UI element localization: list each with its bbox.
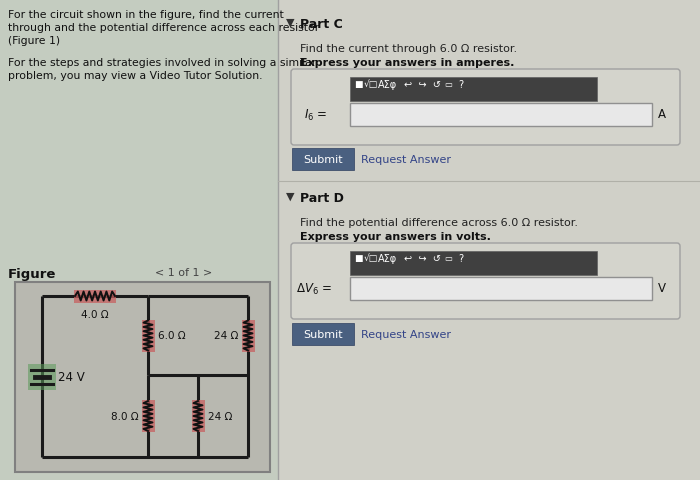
- Text: Express your answers in volts.: Express your answers in volts.: [300, 231, 491, 241]
- Text: 6.0 Ω: 6.0 Ω: [158, 331, 185, 341]
- Text: Submit: Submit: [303, 155, 343, 165]
- Text: ▭: ▭: [444, 253, 452, 263]
- Text: 24 V: 24 V: [58, 370, 85, 383]
- Text: For the steps and strategies involved in solving a similar: For the steps and strategies involved in…: [8, 58, 316, 68]
- Bar: [241, 320, 255, 352]
- Bar: [141, 400, 155, 432]
- Bar: [0, 0, 278, 480]
- Text: ?: ?: [458, 253, 463, 264]
- Text: Submit: Submit: [303, 329, 343, 339]
- Bar: [278, 0, 700, 480]
- Text: Express your answers in amperes.: Express your answers in amperes.: [300, 58, 514, 68]
- FancyBboxPatch shape: [350, 277, 652, 300]
- Bar: [141, 320, 155, 352]
- Text: Find the current through 6.0 Ω resistor.: Find the current through 6.0 Ω resistor.: [300, 44, 517, 54]
- Text: For the circuit shown in the figure, find the current: For the circuit shown in the figure, fin…: [8, 10, 284, 20]
- Text: AΣφ: AΣφ: [378, 80, 398, 90]
- Text: Request Answer: Request Answer: [361, 329, 451, 339]
- Text: ?: ?: [458, 80, 463, 90]
- Text: ▼: ▼: [286, 192, 295, 202]
- FancyBboxPatch shape: [292, 324, 354, 345]
- Bar: [15, 282, 270, 472]
- Text: Figure: Figure: [8, 267, 57, 280]
- FancyBboxPatch shape: [291, 70, 680, 146]
- Text: ■: ■: [354, 80, 363, 89]
- FancyBboxPatch shape: [350, 78, 597, 102]
- Text: V: V: [658, 282, 666, 295]
- Text: Part C: Part C: [300, 18, 343, 31]
- Text: ▭: ▭: [444, 80, 452, 89]
- Text: $\Delta V_6$ =: $\Delta V_6$ =: [296, 281, 332, 296]
- Bar: [28, 364, 56, 390]
- Text: Request Answer: Request Answer: [361, 155, 451, 165]
- Text: A: A: [658, 108, 666, 121]
- Text: AΣφ: AΣφ: [378, 253, 398, 264]
- Text: 8.0 Ω: 8.0 Ω: [111, 411, 139, 421]
- Text: (Figure 1): (Figure 1): [8, 36, 60, 46]
- FancyBboxPatch shape: [350, 252, 597, 276]
- Text: 4.0 Ω: 4.0 Ω: [81, 310, 108, 320]
- Text: √□: √□: [364, 80, 378, 89]
- Text: Part D: Part D: [300, 192, 344, 204]
- Text: 24 Ω: 24 Ω: [207, 411, 232, 421]
- Text: ■: ■: [354, 253, 363, 263]
- Text: through and the potential difference across each resistor: through and the potential difference acr…: [8, 23, 319, 33]
- Text: Find the potential difference across 6.0 Ω resistor.: Find the potential difference across 6.0…: [300, 217, 578, 228]
- Bar: [192, 400, 204, 432]
- Text: $I_6$ =: $I_6$ =: [304, 107, 328, 122]
- FancyBboxPatch shape: [350, 104, 652, 127]
- Text: problem, you may view a Video Tutor Solution.: problem, you may view a Video Tutor Solu…: [8, 71, 262, 81]
- Text: √□: √□: [364, 253, 378, 263]
- Text: < 1 of 1 >: < 1 of 1 >: [155, 267, 212, 277]
- Text: ▼: ▼: [286, 18, 295, 28]
- Bar: [74, 290, 116, 303]
- FancyBboxPatch shape: [292, 149, 354, 171]
- Text: ↩  ↪  ↺: ↩ ↪ ↺: [404, 80, 441, 90]
- Text: 24 Ω: 24 Ω: [214, 331, 239, 341]
- Text: ↩  ↪  ↺: ↩ ↪ ↺: [404, 253, 441, 264]
- FancyBboxPatch shape: [291, 243, 680, 319]
